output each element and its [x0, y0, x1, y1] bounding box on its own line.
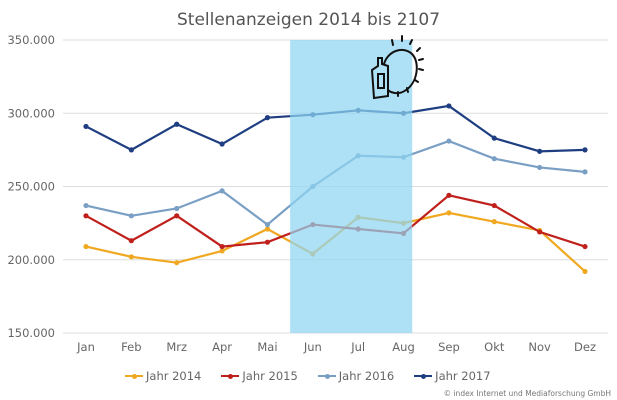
- data-point: [264, 115, 271, 121]
- data-point: [83, 123, 89, 130]
- data-point: [537, 164, 543, 171]
- data-point: [128, 238, 134, 244]
- chart-title: Stellenanzeigen 2014 bis 2107: [176, 10, 441, 30]
- data-point: [219, 188, 225, 194]
- x-tick-label: Jun: [303, 340, 322, 354]
- data-point: [491, 135, 497, 141]
- copyright-credit: © index Internet und Mediaforschung GmbH: [443, 389, 611, 398]
- y-tick-label: 300.000: [7, 106, 55, 120]
- x-tick-label: Jan: [76, 340, 95, 354]
- data-point: [537, 148, 543, 154]
- data-point: [83, 202, 89, 209]
- x-tick-label: Dez: [574, 340, 596, 354]
- y-tick-label: 350.000: [7, 33, 55, 47]
- data-point: [264, 239, 271, 245]
- data-point: [128, 254, 134, 260]
- legend-swatch-icon: [317, 373, 336, 379]
- data-point: [582, 268, 588, 275]
- legend-item: Jahr 2015: [221, 369, 298, 383]
- data-point: [582, 147, 588, 153]
- legend-label: Jahr 2015: [242, 369, 298, 383]
- x-tick-label: Mrz: [166, 340, 187, 354]
- x-tick-label: Aug: [392, 340, 414, 354]
- data-point: [582, 243, 588, 250]
- data-point: [446, 138, 452, 144]
- data-point: [83, 213, 89, 219]
- data-point: [219, 243, 225, 250]
- data-point: [128, 147, 134, 153]
- data-point: [537, 229, 543, 235]
- data-point: [174, 213, 180, 219]
- legend: Jahr 2014 Jahr 2015 Jahr 2016 Jahr 2017: [125, 369, 491, 383]
- legend-label: Jahr 2016: [338, 369, 395, 383]
- data-point: [582, 169, 588, 175]
- y-tick-label: 250.000: [7, 180, 55, 194]
- data-point: [264, 226, 271, 232]
- x-tick-label: Jul: [350, 340, 365, 354]
- data-point: [174, 121, 180, 127]
- data-point: [219, 248, 225, 254]
- legend-swatch-icon: [125, 373, 143, 379]
- data-point: [219, 141, 225, 147]
- legend-swatch-icon: [221, 373, 240, 379]
- data-point: [128, 213, 134, 219]
- data-point: [491, 202, 497, 209]
- x-tick-label: Apr: [212, 340, 232, 354]
- data-point: [491, 156, 497, 162]
- data-point: [446, 192, 452, 198]
- sun-and-sunscreen-icon: [370, 35, 424, 100]
- data-point: [446, 210, 452, 216]
- y-tick-label: 150.000: [7, 326, 55, 340]
- summer-highlight: [290, 40, 413, 333]
- data-point: [174, 260, 180, 266]
- data-point: [491, 219, 497, 225]
- x-tick-label: Nov: [528, 340, 551, 354]
- x-tick-label: Sep: [438, 340, 460, 354]
- x-tick-label: Feb: [121, 340, 141, 354]
- x-tick-label: Mai: [257, 340, 277, 354]
- legend-label: Jahr 2014: [146, 369, 202, 383]
- data-point: [174, 205, 180, 212]
- legend-item: Jahr 2017: [414, 369, 491, 383]
- y-tick-label: 200.000: [7, 253, 55, 267]
- data-point: [446, 103, 452, 109]
- x-tick-label: Okt: [484, 340, 505, 354]
- data-point: [83, 243, 89, 250]
- data-point: [264, 221, 271, 228]
- legend-swatch-icon: [414, 373, 433, 379]
- legend-item: Jahr 2016: [317, 369, 395, 383]
- legend-label: Jahr 2017: [435, 369, 491, 383]
- legend-item: Jahr 2014: [125, 369, 201, 383]
